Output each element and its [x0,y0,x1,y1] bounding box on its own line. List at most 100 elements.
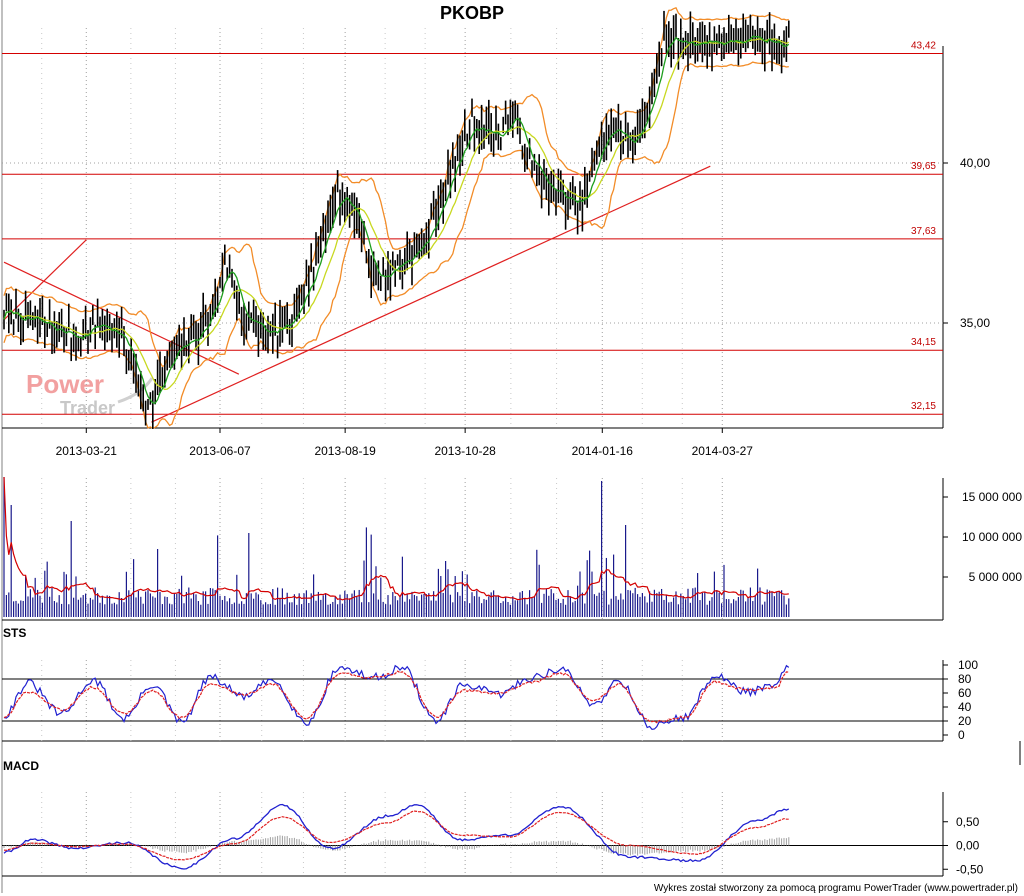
macd-histogram-bar [517,844,519,846]
price-bar [579,181,581,211]
price-bar [646,102,648,123]
macd-histogram-bar [344,845,346,850]
macd-histogram-bar [325,845,327,850]
price-bar [46,322,48,337]
sts-y-label-3: 60 [958,686,972,700]
price-bar [605,113,608,161]
price-bar [171,340,173,368]
macd-histogram-bar [260,839,262,846]
price-bar [759,28,761,53]
volume-bar [745,601,747,617]
volume-bar [399,595,401,617]
price-bar [22,315,24,343]
price-bar [173,336,176,370]
price-bar [365,250,368,264]
macd-histogram-bar [574,842,576,846]
bollinger-lower [3,60,789,430]
volume-bar [195,594,197,617]
volume-bar [423,593,425,617]
price-bar [200,312,202,339]
macd-histogram-bar [497,844,499,846]
volume-bar [212,588,214,617]
price-bar [70,337,72,362]
macd-histogram-bar [147,845,149,847]
volume-bar [200,604,202,617]
price-bar [135,353,137,393]
price-bar [447,149,449,185]
macd-histogram-bar [413,840,415,846]
volume-bar [61,603,63,617]
price-bar [310,243,312,273]
price-bar [207,311,209,346]
macd-histogram-bar [332,845,334,851]
price-bar [509,99,512,130]
volume-bar [769,590,771,617]
price-bar [111,323,113,353]
price-bar [545,167,548,200]
volume-bar [730,603,732,617]
volume-bar [452,602,454,617]
volume-bar [349,598,351,617]
price-bar [684,30,687,56]
volume-bar [505,597,507,617]
macd-histogram-bar [161,845,163,851]
macd-histogram-bar [471,845,473,850]
volume-bar [260,600,262,617]
volume-bar [788,598,790,617]
volume-bar [519,592,521,617]
price-bar [305,259,308,287]
price-bar [240,306,243,337]
price-bar [526,147,528,170]
macd-histogram-bar [317,845,319,848]
volume-bar [128,590,130,617]
price-bar [44,316,46,349]
volume-bar [149,593,151,617]
price-bar [346,186,348,217]
volume-bar [13,601,15,617]
volume-bar [118,592,120,617]
price-bar [682,37,684,60]
price-bar [754,29,756,56]
price-bar [519,117,521,144]
price-bar [711,40,713,72]
macd-histogram-bar [565,841,567,846]
price-bar [694,37,696,64]
volume-bar [104,604,106,617]
macd-histogram-bar [279,835,281,846]
price-bar [783,30,785,58]
macd-histogram-bar [759,839,761,846]
price-bar [701,21,704,63]
volume-bar [137,590,139,617]
sts-k-line [3,664,790,731]
price-bar [149,392,152,405]
price-bar [104,315,106,351]
price-bar [600,121,603,160]
volume-bar [217,535,219,617]
volume-bar [320,599,322,617]
macd-histogram-bar [149,845,151,848]
macd-histogram-bar [253,839,255,846]
macd-histogram-bar [502,844,504,846]
footer-credit: Wykres został stworzony za pomocą progra… [654,883,1018,894]
macd-histogram-bar [483,845,485,847]
volume-bar [385,604,387,617]
volume-bar [82,595,84,617]
volume-bar [733,599,735,617]
volume-bar [761,604,763,617]
price-bar [180,333,183,370]
macd-histogram-bar [142,845,144,847]
macd-histogram-bar [286,836,288,846]
macd-histogram-bar [778,837,780,846]
price-bar [420,228,423,257]
volume-bar [243,603,245,617]
volume-bar [322,595,324,617]
volume-bar [389,604,391,617]
price-bar [363,220,365,245]
price-bar [538,154,540,186]
volume-bar [653,589,655,617]
volume-bar [401,556,403,617]
volume-bar [625,525,627,617]
price-bar [190,314,192,341]
macd-histogram-bar [536,841,538,846]
macd-histogram-bar [394,840,396,846]
